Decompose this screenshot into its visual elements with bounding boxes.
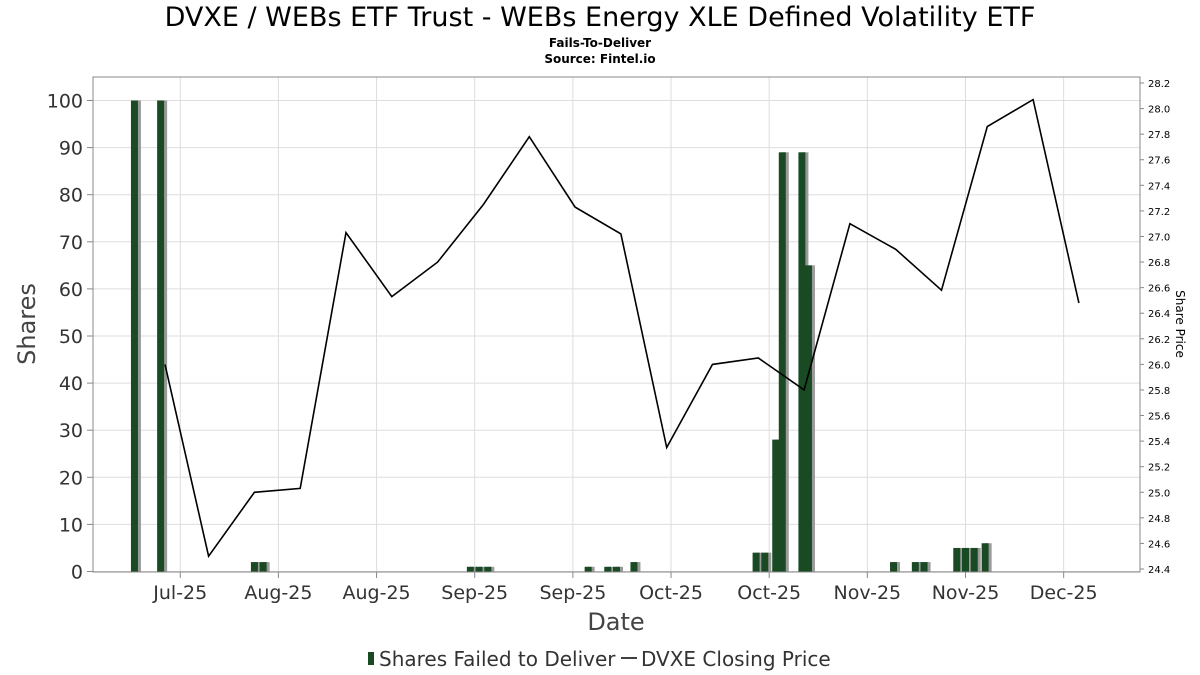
bar xyxy=(613,566,620,572)
legend-bar-swatch xyxy=(368,652,374,665)
bar xyxy=(778,152,786,572)
bar xyxy=(970,547,978,572)
x-tick-label: Nov-25 xyxy=(834,582,902,604)
bar xyxy=(981,543,989,572)
bar xyxy=(630,562,638,572)
y-right-tick-label: 27.6 xyxy=(1148,156,1170,167)
y-right-tick-label: 27.4 xyxy=(1148,181,1170,192)
bar xyxy=(752,552,760,572)
x-axis: Jul-25 Aug-25 Aug-25 Sep-25 Sep-25 Oct-25 Oct-… xyxy=(152,572,1098,604)
y-axis-right-title: Share Price xyxy=(1173,290,1187,358)
left-axis: 0 10 20 30 40 50 60 70 80 90 100 xyxy=(47,91,93,584)
bar xyxy=(157,100,165,572)
y-right-tick-label: 24.6 xyxy=(1148,539,1170,550)
y-right-tick-label: 25.8 xyxy=(1148,386,1170,397)
y-tick-label: 80 xyxy=(59,185,83,207)
bar xyxy=(798,152,806,572)
bar xyxy=(920,562,928,572)
bar xyxy=(953,547,961,572)
x-tick-label: Oct-25 xyxy=(737,582,801,604)
y-right-tick-label: 27.8 xyxy=(1148,130,1170,141)
y-tick-label: 0 xyxy=(71,562,83,584)
legend-bar-label: Shares Failed to Deliver xyxy=(379,647,616,671)
y-right-tick-label: 25.0 xyxy=(1148,488,1170,499)
chart-source: Source: Fintel.io xyxy=(544,52,656,66)
bar xyxy=(911,562,919,572)
x-tick-label: Nov-25 xyxy=(932,582,1000,604)
plot-frame xyxy=(92,76,1141,573)
x-tick-label: Dec-25 xyxy=(1030,582,1098,604)
bar xyxy=(761,552,769,572)
bar xyxy=(962,547,969,572)
x-tick-label: Aug-25 xyxy=(342,582,410,604)
y-axis-title: Shares xyxy=(13,283,41,365)
x-tick-label: Jul-25 xyxy=(152,582,207,604)
y-right-tick-label: 24.4 xyxy=(1148,565,1170,576)
bar xyxy=(890,562,898,572)
bar-layer xyxy=(130,100,992,572)
y-right-tick-label: 28.2 xyxy=(1148,79,1170,90)
bar xyxy=(804,265,812,572)
y-right-tick-label: 27.0 xyxy=(1148,232,1170,243)
y-right-tick-label: 26.0 xyxy=(1148,360,1170,371)
bar xyxy=(475,566,483,572)
y-right-tick-label: 24.8 xyxy=(1148,514,1170,525)
y-right-tick-label: 26.8 xyxy=(1148,258,1170,269)
x-tick-label: Aug-25 xyxy=(244,582,312,604)
y-tick-label: 10 xyxy=(59,514,83,536)
y-right-tick-label: 26.4 xyxy=(1148,309,1170,320)
bar xyxy=(250,562,258,572)
chart-subtitle: Fails-To-Deliver xyxy=(548,36,652,50)
grid-layer xyxy=(93,77,1140,572)
price-line xyxy=(164,98,1080,559)
bar xyxy=(604,566,612,572)
bar xyxy=(584,566,592,572)
bar xyxy=(259,562,267,572)
y-tick-label: 90 xyxy=(59,138,83,160)
y-right-tick-label: 27.2 xyxy=(1148,207,1170,218)
y-tick-label: 100 xyxy=(47,91,83,113)
y-right-tick-label: 26.2 xyxy=(1148,335,1170,346)
x-tick-label: Sep-25 xyxy=(441,582,508,604)
x-axis-title: Date xyxy=(587,608,644,636)
y-right-tick-label: 25.2 xyxy=(1148,463,1170,474)
chart-title: DVXE / WEBs ETF Trust - WEBs Energy XLE … xyxy=(164,2,1036,33)
y-tick-label: 20 xyxy=(59,467,83,489)
legend-line-label: DVXE Closing Price xyxy=(641,647,831,671)
x-tick-label: Oct-25 xyxy=(639,582,703,604)
right-axis: 24.4 24.6 24.8 25.0 25.2 25.4 25.6 25.8 26.0 26.2… xyxy=(1140,79,1170,576)
y-right-tick-label: 25.6 xyxy=(1148,412,1170,423)
y-tick-label: 50 xyxy=(59,326,83,348)
y-right-tick-label: 26.6 xyxy=(1148,284,1170,295)
bar xyxy=(130,100,138,572)
y-tick-label: 30 xyxy=(59,420,83,442)
bar xyxy=(772,439,780,572)
line-layer xyxy=(164,98,1080,559)
bar xyxy=(466,566,474,572)
y-tick-label: 70 xyxy=(59,232,83,254)
bar xyxy=(484,566,492,572)
y-right-tick-label: 25.4 xyxy=(1148,437,1170,448)
legend: Shares Failed to Deliver DVXE Closing Pr… xyxy=(368,647,831,671)
y-tick-label: 40 xyxy=(59,373,83,395)
x-tick-label: Sep-25 xyxy=(539,582,606,604)
y-tick-label: 60 xyxy=(59,279,83,301)
y-right-tick-label: 28.0 xyxy=(1148,105,1170,116)
